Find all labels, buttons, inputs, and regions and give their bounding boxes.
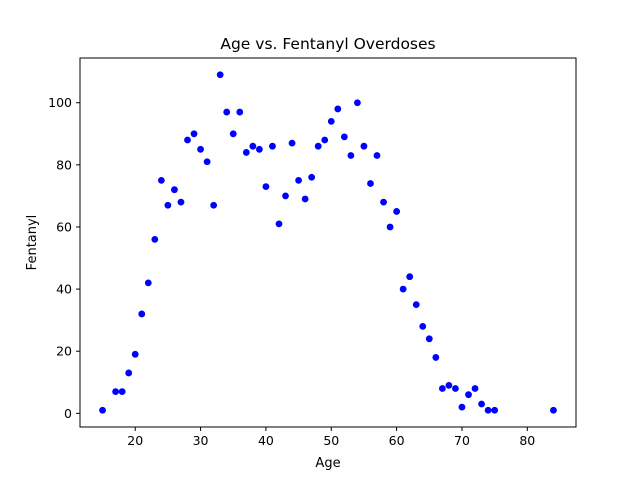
data-point [484, 406, 492, 414]
x-tick-label: 60 [389, 433, 405, 448]
data-point [249, 142, 257, 150]
data-point [465, 391, 472, 399]
data-point [125, 369, 133, 377]
x-tick-label: 40 [258, 433, 274, 448]
data-point [386, 223, 394, 231]
data-point [354, 99, 361, 107]
data-point [269, 142, 276, 150]
data-point [380, 198, 387, 206]
data-point [347, 152, 355, 159]
data-point [360, 142, 368, 150]
x-axis-label: Age [315, 456, 340, 471]
data-point [282, 192, 289, 200]
data-point [157, 176, 165, 184]
data-point [177, 198, 185, 206]
data-point [432, 354, 440, 361]
data-point [112, 388, 120, 395]
data-point [419, 322, 427, 330]
data-point [118, 388, 126, 395]
data-point [151, 235, 159, 243]
x-tick-label: 70 [454, 433, 470, 448]
data-point [340, 133, 348, 141]
data-point [197, 145, 204, 153]
data-point [367, 180, 374, 187]
data-point [144, 279, 152, 287]
data-point [393, 208, 401, 215]
data-point [321, 136, 329, 144]
data-point [242, 149, 250, 156]
data-point [445, 381, 453, 389]
y-tick-label: 60 [56, 219, 72, 234]
data-point [164, 201, 172, 209]
data-point [412, 301, 420, 309]
y-axis-label: Fentanyl [25, 215, 40, 271]
data-point [229, 130, 237, 138]
data-point [478, 400, 485, 408]
data-point [406, 273, 414, 281]
data-point [301, 195, 309, 203]
data-point [314, 142, 322, 150]
y-tick-label: 100 [48, 95, 72, 110]
chart-title: Age vs. Fentanyl Overdoses [220, 35, 435, 53]
data-point [373, 152, 381, 159]
data-point [131, 350, 139, 358]
data-point [550, 406, 557, 414]
data-point [471, 385, 479, 392]
x-tick-label: 30 [193, 433, 209, 448]
data-point [99, 406, 106, 414]
x-tick-label: 20 [127, 433, 143, 448]
data-point [288, 139, 296, 147]
data-point [295, 176, 302, 184]
data-point [308, 173, 316, 181]
data-point [184, 136, 191, 144]
data-point [327, 117, 335, 125]
data-point [452, 385, 459, 392]
plot-frame [79, 57, 577, 428]
data-point [216, 71, 224, 79]
data-point [458, 403, 466, 411]
y-tick-label: 0 [64, 406, 72, 421]
data-point [171, 186, 178, 194]
data-point [223, 108, 231, 116]
plot-area [99, 71, 557, 414]
data-point [425, 335, 433, 343]
x-tick-label: 80 [519, 433, 535, 448]
data-point [255, 145, 263, 153]
y-tick-label: 20 [56, 344, 72, 359]
y-tick-label: 40 [56, 282, 72, 297]
data-point [399, 285, 407, 293]
data-point [438, 385, 446, 392]
data-point [334, 105, 342, 113]
data-point [210, 201, 218, 209]
data-point [275, 220, 283, 228]
data-point [203, 158, 211, 166]
data-point [138, 310, 146, 318]
data-point [190, 130, 198, 138]
y-tick-label: 80 [56, 157, 72, 172]
data-point [262, 183, 270, 190]
data-point [491, 406, 499, 414]
x-tick-label: 50 [323, 433, 339, 448]
data-point [236, 108, 244, 116]
axes: 20 30 40 50 60 70 80 0 20 40 60 80 100 [48, 95, 535, 448]
